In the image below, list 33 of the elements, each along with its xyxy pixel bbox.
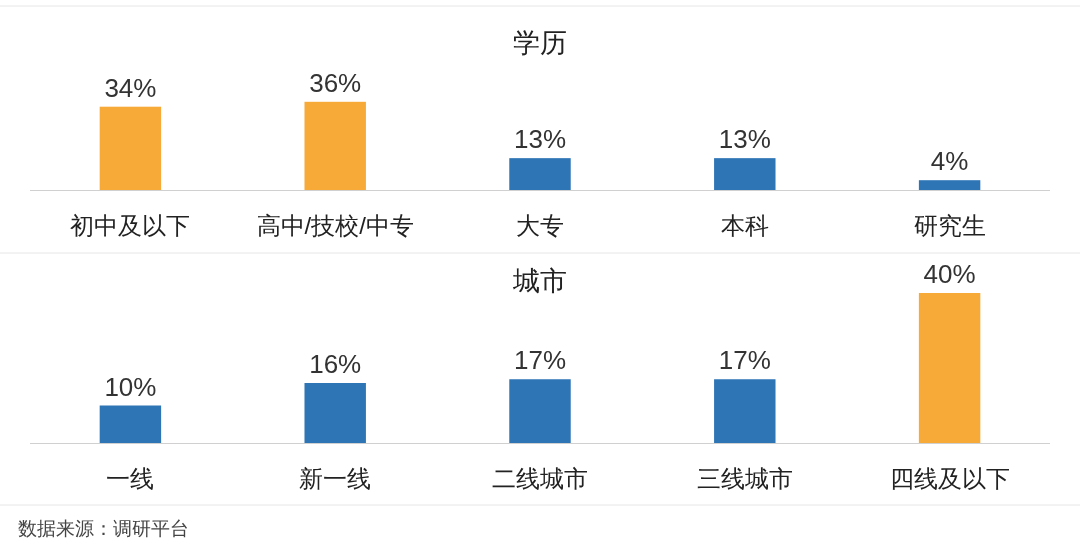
chart-title: 学历 — [513, 28, 567, 58]
x-tick-label: 高中/技校/中专 — [256, 212, 414, 239]
bar — [714, 379, 776, 443]
bar — [304, 383, 366, 443]
x-tick-label: 初中及以下 — [70, 212, 191, 239]
data-label: 40% — [923, 259, 976, 289]
data-label: 13% — [513, 124, 567, 155]
data-label: 17% — [513, 345, 567, 376]
bar — [509, 379, 571, 443]
chart-title: 城市 — [512, 266, 567, 296]
x-tick-label: 新一线 — [299, 465, 372, 492]
data-label: 10% — [104, 371, 157, 402]
bar — [99, 106, 162, 190]
bar — [918, 180, 981, 190]
data-label: 4% — [930, 146, 969, 177]
data-label: 17% — [718, 345, 771, 376]
bar — [918, 293, 981, 443]
data-label: 36% — [309, 67, 362, 98]
bar — [304, 101, 366, 190]
x-tick-label: 二线城市 — [492, 465, 588, 492]
x-tick-label: 一线 — [106, 465, 155, 492]
data-label: 16% — [309, 349, 362, 379]
data-label: 34% — [104, 72, 157, 103]
x-tick-label: 研究生 — [913, 212, 986, 239]
x-tick-label: 三线城市 — [696, 465, 793, 492]
x-tick-label: 本科 — [720, 212, 769, 239]
bar — [99, 405, 162, 443]
bar — [509, 158, 571, 190]
x-tick-label: 大专 — [516, 212, 564, 239]
x-tick-label: 四线及以下 — [889, 465, 1010, 492]
data-label: 13% — [718, 124, 771, 155]
source-note: 数据来源：调研平台 — [18, 518, 189, 539]
bar — [714, 158, 776, 190]
